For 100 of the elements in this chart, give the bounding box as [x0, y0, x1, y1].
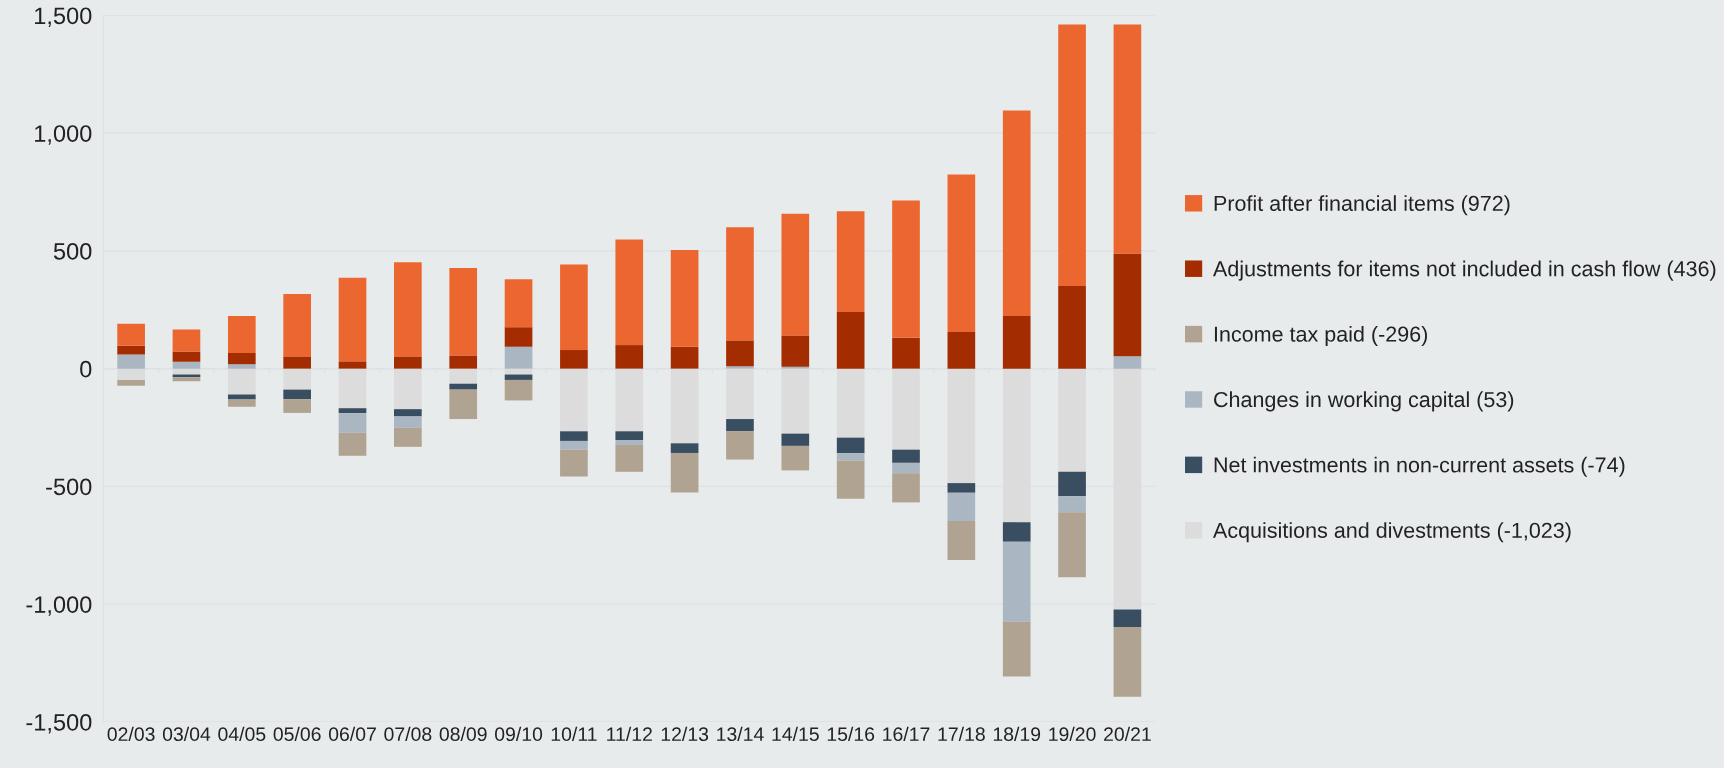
bar — [726, 419, 754, 432]
bar — [338, 413, 367, 433]
y-tick-label: 0 — [80, 360, 92, 378]
bar — [1058, 496, 1086, 513]
bar — [615, 444, 644, 472]
bar — [781, 213, 810, 336]
bar — [394, 368, 422, 410]
bar — [892, 368, 920, 450]
bar — [504, 368, 533, 375]
bar — [560, 431, 588, 441]
bar — [1058, 368, 1086, 472]
bar — [947, 174, 976, 332]
bar — [338, 408, 367, 414]
y-tick-label: -1,000 — [26, 596, 92, 616]
bar — [394, 356, 422, 369]
bar — [947, 483, 976, 493]
bar — [394, 409, 422, 417]
bar — [560, 368, 588, 432]
legend-label: Acquisitions and divestments (-1,023) — [1213, 522, 1571, 543]
bar — [1002, 315, 1031, 369]
bar — [781, 433, 810, 446]
bar — [892, 337, 920, 369]
bar — [560, 264, 588, 351]
bar — [726, 227, 754, 341]
bar — [504, 346, 533, 369]
bar — [1113, 609, 1142, 628]
bar — [227, 315, 256, 354]
bar — [781, 335, 810, 367]
x-tick-label: 10/11 — [551, 726, 597, 742]
bar — [560, 440, 588, 450]
bar — [1002, 621, 1031, 677]
bar — [892, 473, 920, 503]
bar — [504, 279, 533, 328]
legend-label: Net investments in non-current assets (-74) — [1214, 456, 1625, 477]
x-tick-label: 17/18 — [938, 726, 985, 742]
bar — [449, 355, 478, 369]
bar — [1058, 285, 1086, 369]
bar — [1002, 541, 1031, 622]
bar — [947, 368, 976, 484]
bar — [615, 239, 644, 346]
bar — [836, 453, 865, 461]
bar — [560, 449, 588, 477]
bar — [1113, 356, 1142, 369]
bar — [615, 440, 644, 445]
x-tick-label: 12/13 — [661, 726, 709, 742]
bar — [227, 399, 256, 407]
bar — [781, 445, 810, 471]
legend-label: Income tax paid (-296) — [1214, 325, 1427, 347]
bar — [670, 443, 699, 453]
bar — [227, 368, 256, 395]
bar — [836, 311, 865, 369]
bar — [117, 379, 145, 386]
x-tick-label: 03/04 — [162, 726, 211, 742]
legend-label: Profit after financial items (972) — [1214, 195, 1510, 216]
bar — [781, 368, 810, 434]
x-tick-label: 02/03 — [107, 726, 155, 742]
x-tick-label: 08/09 — [439, 726, 487, 742]
x-tick-label: 11/12 — [607, 726, 652, 742]
y-tick-label: 1,000 — [35, 125, 92, 145]
bar — [227, 353, 256, 365]
bar — [560, 350, 588, 369]
bar — [504, 379, 533, 401]
bar — [836, 368, 865, 438]
bar — [670, 346, 699, 369]
bar — [172, 329, 201, 352]
bar — [172, 368, 201, 375]
bar — [283, 389, 311, 400]
bar — [338, 368, 367, 409]
x-tick-label: 05/06 — [273, 726, 321, 742]
bar — [394, 427, 422, 447]
bar — [892, 462, 920, 474]
bar — [836, 460, 865, 499]
bar — [1002, 522, 1031, 542]
legend-label: Adjustments for items not included in cash flow (436) — [1213, 260, 1716, 281]
bar — [117, 368, 145, 380]
bar — [1002, 110, 1031, 316]
bar — [338, 432, 367, 456]
bar — [1058, 471, 1086, 497]
bar — [283, 356, 311, 369]
bar — [726, 366, 754, 369]
bar — [947, 331, 976, 369]
bar — [338, 361, 367, 369]
bar — [117, 354, 145, 369]
bar — [394, 262, 422, 357]
bar — [670, 368, 699, 444]
bar — [227, 364, 256, 369]
bar — [449, 389, 478, 420]
bar — [283, 293, 311, 357]
bar — [1113, 627, 1142, 697]
bar — [1113, 253, 1142, 357]
x-tick-label: 20/21 — [1104, 726, 1151, 742]
legend-label: Changes in working capital (53) — [1214, 391, 1514, 412]
bar — [726, 340, 754, 367]
bar — [836, 437, 865, 454]
bar — [172, 351, 201, 362]
bar — [615, 345, 644, 369]
x-tick-label: 16/17 — [883, 726, 930, 742]
bar — [172, 361, 201, 369]
bar — [836, 211, 865, 312]
x-tick-label: 14/15 — [772, 726, 819, 742]
